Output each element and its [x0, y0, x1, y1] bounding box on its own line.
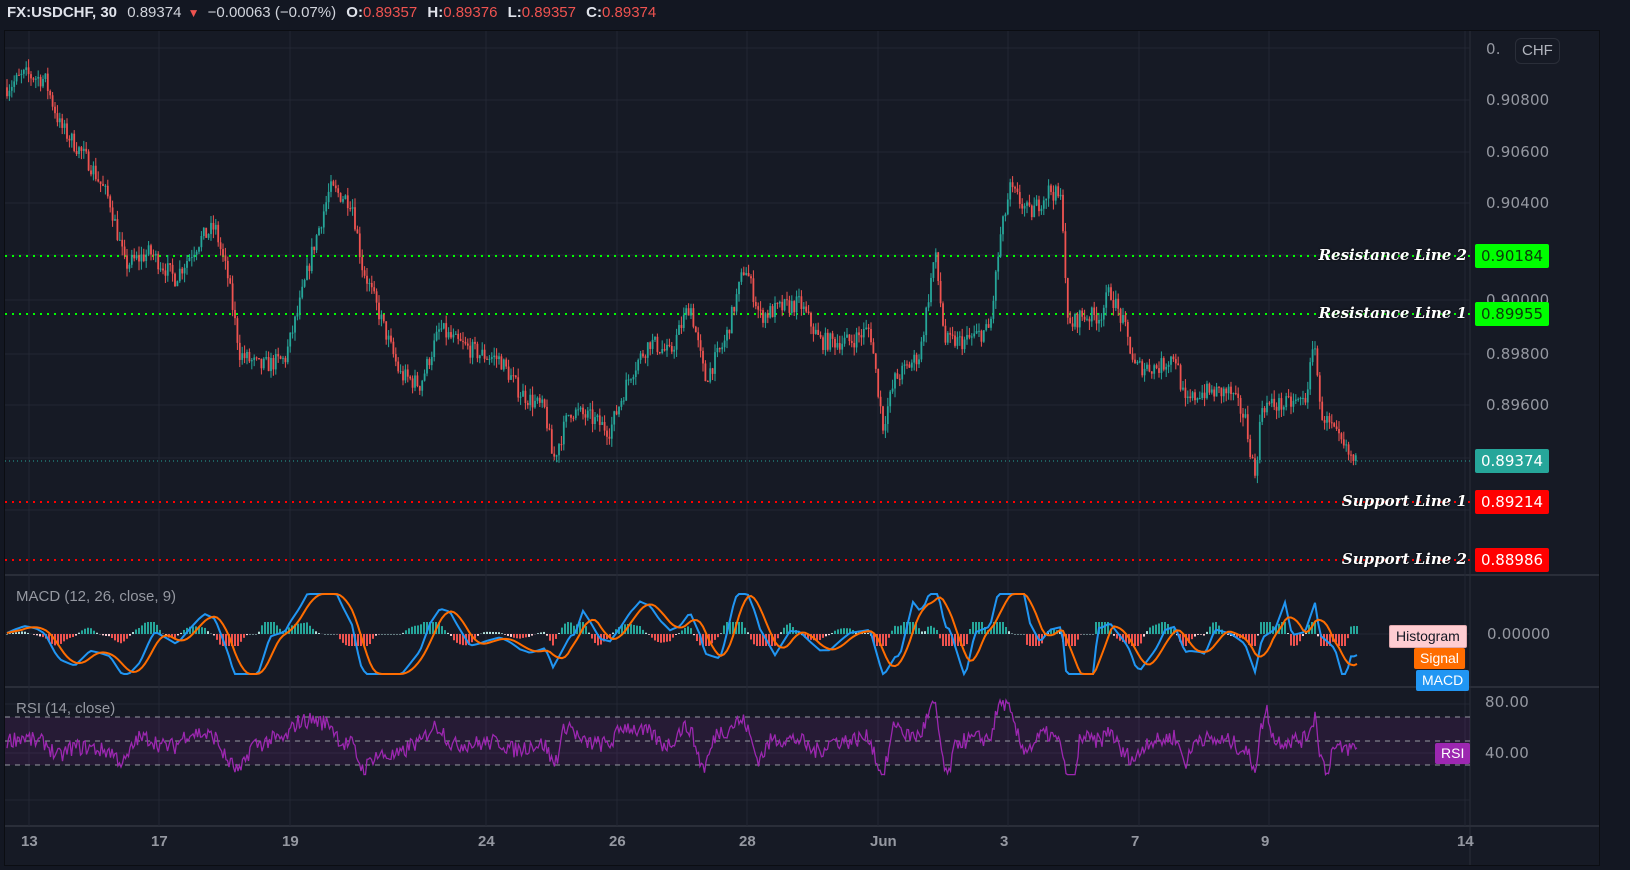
time-tick: 24	[478, 833, 495, 850]
last-price: 0.89374	[127, 4, 182, 21]
level-line-label: Support Line 1	[1341, 492, 1467, 510]
time-tick: 9	[1261, 833, 1270, 850]
level-line-label: Resistance Line 1	[1318, 304, 1467, 322]
rsi-tick-80: 80.00	[1485, 693, 1529, 711]
macd-title[interactable]: MACD (12, 26, close, 9)	[16, 588, 177, 605]
time-tick: 26	[609, 833, 626, 850]
macd-zero-label: 0.00000	[1487, 625, 1551, 643]
price-tick: 0.89800	[1486, 345, 1550, 363]
high-value: 0.89376	[443, 4, 498, 21]
symbol-header: FX:USDCHF, 30 0.89374 ▼ −0.00063 (−0.07%…	[0, 0, 1630, 28]
price-tick: 0.89600	[1486, 396, 1550, 414]
time-tick: 13	[21, 833, 38, 850]
rsi-legend: RSI	[1435, 743, 1471, 764]
macd-legend-macd: MACD	[1416, 670, 1470, 691]
price-change: −0.00063 (−0.07%)	[207, 4, 337, 21]
open-label: O:	[346, 4, 363, 21]
currency-button[interactable]: CHF	[1515, 38, 1560, 64]
chart-canvas[interactable]	[5, 31, 1599, 865]
low-label: L:	[507, 4, 522, 21]
price-tick: 0.90800	[1486, 91, 1550, 109]
level-line-label: Resistance Line 2	[1318, 246, 1467, 264]
symbol-label[interactable]: FX:USDCHF, 30	[7, 4, 118, 21]
level-price-tag: 0.90184	[1475, 244, 1550, 268]
price-tick: 0.90600	[1486, 143, 1550, 161]
rsi-tick-40: 40.00	[1485, 744, 1529, 762]
time-tick: 3	[1000, 833, 1009, 850]
time-tick: 28	[739, 833, 756, 850]
time-tick: 7	[1131, 833, 1140, 850]
level-price-tag: 0.88986	[1475, 548, 1550, 572]
high-label: H:	[427, 4, 444, 21]
level-price-tag: 0.89955	[1475, 302, 1550, 326]
time-tick: 17	[151, 833, 168, 850]
rsi-title[interactable]: RSI (14, close)	[16, 700, 116, 717]
level-line-label: Support Line 2	[1341, 550, 1467, 568]
time-tick: 14	[1457, 833, 1474, 850]
down-arrow-icon: ▼	[187, 6, 200, 20]
low-value: 0.89357	[521, 4, 576, 21]
price-tick: 0.90400	[1486, 194, 1550, 212]
time-tick: Jun	[870, 833, 897, 850]
chart-frame[interactable]	[4, 30, 1600, 866]
level-price-tag: 0.89214	[1475, 490, 1550, 514]
macd-legend-signal: Signal	[1414, 648, 1465, 669]
last-price-tag: 0.89374	[1475, 449, 1550, 473]
close-value: 0.89374	[602, 4, 657, 21]
time-tick: 19	[282, 833, 299, 850]
price-axis-top-label: 0.	[1486, 40, 1501, 58]
open-value: 0.89357	[362, 4, 418, 21]
close-label: C:	[586, 4, 602, 21]
macd-legend-histogram: Histogram	[1389, 625, 1467, 648]
